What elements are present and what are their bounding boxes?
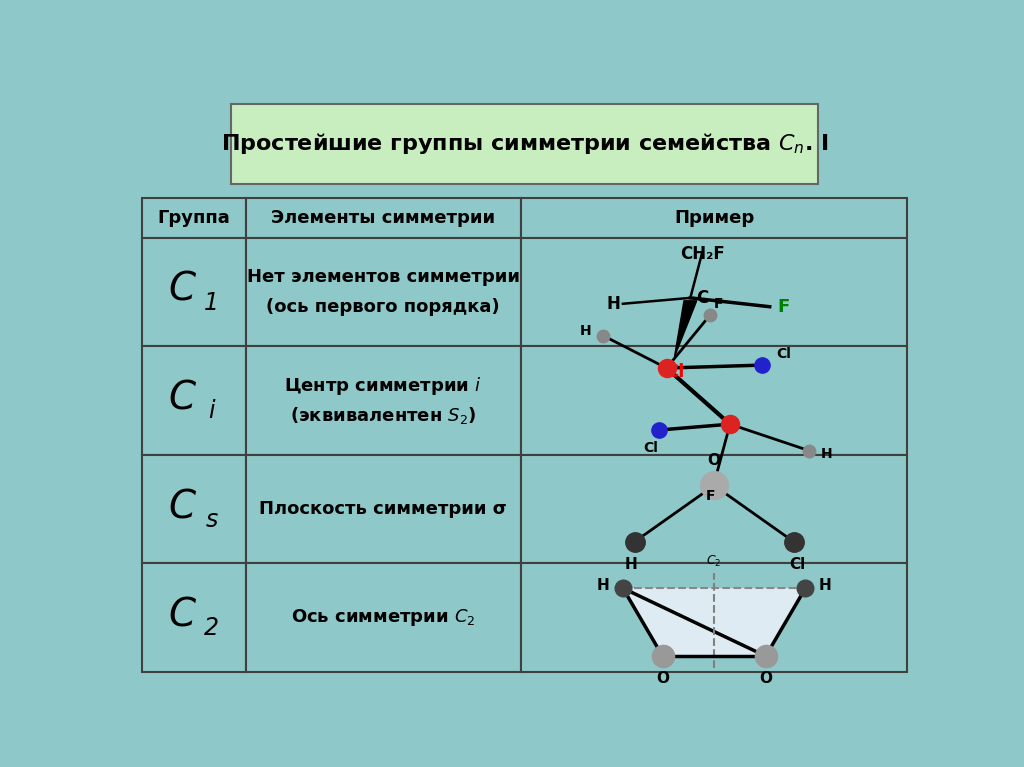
Bar [231, 104, 818, 183]
Text: F: F [778, 298, 791, 316]
Text: Центр симметрии $\mathit{i}$: Центр симметрии $\mathit{i}$ [285, 375, 482, 397]
Text: Группа: Группа [158, 209, 230, 227]
Text: $\mathit{C}$: $\mathit{C}$ [168, 596, 197, 634]
Text: (ось первого порядка): (ось первого порядка) [266, 298, 500, 316]
Text: F: F [714, 298, 723, 311]
Text: Cl: Cl [776, 347, 792, 361]
Bar [142, 238, 246, 346]
Text: O: O [656, 671, 669, 686]
Bar [142, 564, 246, 672]
Text: Плоскость симметрии σ: Плоскость симметрии σ [259, 500, 507, 518]
Text: Ось симметрии $C_2$: Ось симметрии $C_2$ [291, 607, 475, 628]
Text: H: H [580, 324, 592, 337]
Bar [246, 455, 521, 564]
Text: $\mathit{C}$: $\mathit{C}$ [168, 487, 197, 525]
Text: $\mathit{C}$: $\mathit{C}$ [168, 270, 197, 308]
Text: (эквивалентен $S_2$): (эквивалентен $S_2$) [290, 405, 476, 426]
Polygon shape [675, 301, 696, 357]
Bar [521, 455, 907, 564]
Text: Cl: Cl [665, 363, 684, 380]
Bar [521, 564, 907, 672]
Text: H: H [606, 295, 621, 313]
Polygon shape [623, 588, 806, 656]
Text: Пример: Пример [674, 209, 755, 227]
Text: F: F [706, 489, 715, 503]
Bar [521, 238, 907, 346]
Text: H: H [625, 557, 637, 571]
Bar [142, 455, 246, 564]
Text: O: O [708, 453, 721, 468]
Text: Элементы симметрии: Элементы симметрии [271, 209, 496, 227]
Text: 2: 2 [204, 617, 219, 640]
Text: $C_2$: $C_2$ [707, 555, 722, 569]
Text: Простейшие группы симметрии семейства $C_n$. I: Простейшие группы симметрии семейства $C… [221, 131, 828, 156]
Text: CH₂F: CH₂F [680, 245, 725, 263]
Bar [246, 346, 521, 455]
Text: Нет элементов симметрии: Нет элементов симметрии [247, 268, 520, 286]
Text: Cl: Cl [643, 441, 658, 455]
Text: Cl: Cl [790, 557, 806, 571]
Bar [246, 199, 521, 238]
Text: $\mathit{C}$: $\mathit{C}$ [168, 379, 197, 416]
Bar [521, 199, 907, 238]
Text: H: H [821, 446, 833, 461]
Bar [142, 346, 246, 455]
Bar [246, 564, 521, 672]
Text: H: H [819, 578, 831, 593]
Text: 1: 1 [204, 291, 219, 314]
Text: H: H [597, 578, 609, 593]
Bar [142, 199, 246, 238]
Text: i: i [208, 399, 215, 423]
Text: C: C [696, 289, 709, 307]
Text: O: O [759, 671, 772, 686]
Bar [246, 238, 521, 346]
Bar [521, 346, 907, 455]
Text: s: s [205, 508, 217, 532]
